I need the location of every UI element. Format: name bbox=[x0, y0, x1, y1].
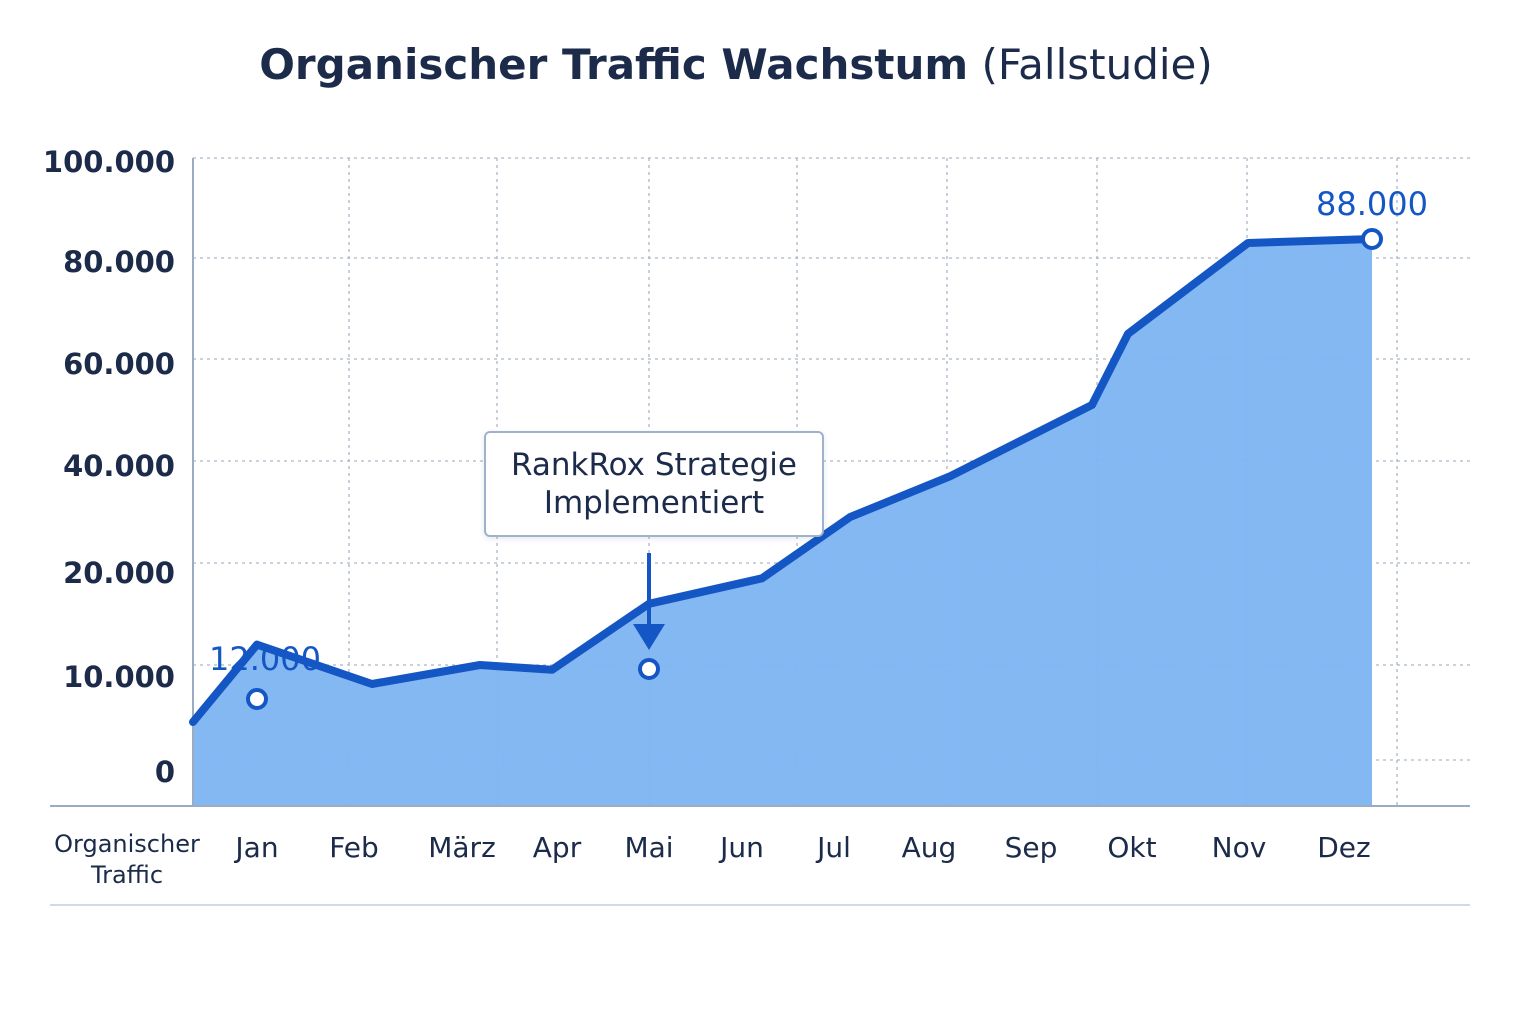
x-tick-label: Mai bbox=[624, 831, 673, 864]
marker-mai bbox=[638, 658, 660, 680]
chart-subtitle: (Fallstudie) bbox=[981, 40, 1213, 89]
x-tick-label: Nov bbox=[1212, 831, 1267, 864]
x-tick-label: Sep bbox=[1005, 831, 1058, 864]
annotation-callout: RankRox Strategie Implementiert bbox=[484, 431, 824, 537]
x-axis-label: Traffic bbox=[90, 861, 163, 889]
x-tick-label: Aug bbox=[902, 831, 957, 864]
data-label: 88.000 bbox=[1316, 185, 1428, 223]
x-tick-label: Jan bbox=[233, 831, 278, 864]
x-tick-label: Okt bbox=[1107, 831, 1156, 864]
chart-title: Organischer Traffic Wachstum bbox=[259, 40, 969, 89]
chart-title-block: Organischer Traffic Wachstum (Fallstudie… bbox=[0, 40, 1472, 89]
marker-dez bbox=[1361, 228, 1383, 250]
x-axis-label: Organischer bbox=[54, 830, 200, 858]
y-tick-label: 80.000 bbox=[63, 245, 175, 279]
data-label: 12.000 bbox=[209, 640, 321, 678]
annotation-arrow-head bbox=[633, 624, 665, 650]
y-tick-label: 60.000 bbox=[63, 347, 175, 381]
y-tick-label: 0 bbox=[155, 755, 175, 789]
x-tick-label: Apr bbox=[533, 831, 582, 864]
y-tick-label: 100.000 bbox=[43, 145, 175, 179]
x-tick-label: Jul bbox=[815, 831, 851, 864]
y-tick-label: 20.000 bbox=[63, 556, 175, 590]
area-fill bbox=[193, 239, 1372, 806]
annotation-line-1: RankRox Strategie bbox=[511, 447, 797, 483]
x-tick-label: Jun bbox=[718, 831, 764, 864]
series-line bbox=[189, 235, 1376, 726]
x-tick-label: Dez bbox=[1317, 831, 1370, 864]
annotation-line-2: Implementiert bbox=[543, 485, 765, 521]
x-tick-label: Feb bbox=[329, 831, 379, 864]
x-tick-label: März bbox=[428, 831, 496, 864]
marker-jan bbox=[246, 688, 268, 710]
y-tick-label: 40.000 bbox=[63, 449, 175, 483]
y-tick-label: 10.000 bbox=[63, 660, 175, 694]
